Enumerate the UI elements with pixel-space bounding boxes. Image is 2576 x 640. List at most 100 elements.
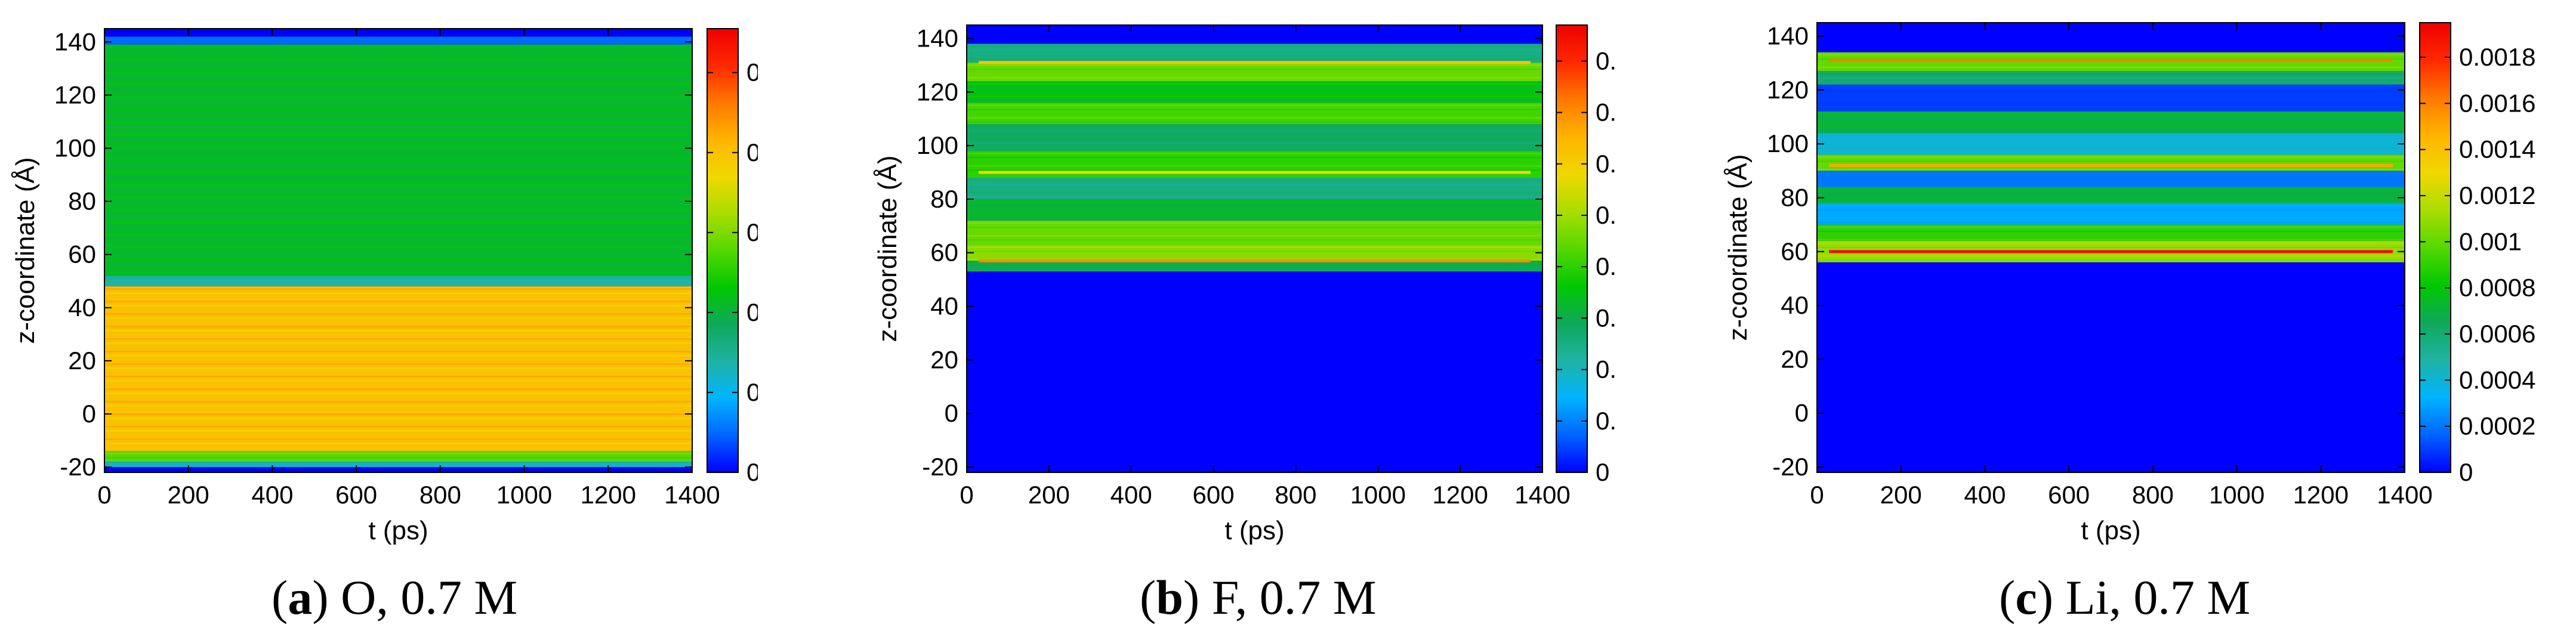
- striation-line: [104, 84, 692, 86]
- heatmap-a-svg: 0 200 400 600 800 1000 1200 1400-20020406080100…: [11, 27, 758, 545]
- striation-line: [104, 438, 692, 440]
- striation-line: [967, 76, 1542, 79]
- striation-line: [1817, 239, 2405, 241]
- striation-line: [967, 213, 1542, 215]
- striation-line: [104, 453, 692, 455]
- striation-line: [967, 239, 1542, 241]
- striation-line: [104, 463, 692, 465]
- striation-line: [104, 58, 692, 61]
- striation-line: [104, 334, 692, 336]
- striation-line: [104, 376, 692, 378]
- striation-line: [104, 175, 692, 178]
- striation-line: [104, 418, 692, 419]
- striation-line: [104, 50, 692, 52]
- striation-line: [104, 104, 692, 107]
- y-tick-label-a-0: -20: [60, 453, 96, 481]
- striation-line: [967, 126, 1542, 128]
- y-tick-label-b-0: -20: [922, 453, 958, 481]
- striation-line: [104, 367, 692, 369]
- striation-line: [104, 217, 692, 219]
- y-tick-label-b-6: 100: [917, 131, 958, 159]
- striation-line: [104, 413, 692, 415]
- panel-a: 0 200 400 600 800 1000 1200 1400 -20 0 20 40 60 80 100…: [0, 0, 758, 640]
- striation-line: [104, 167, 692, 169]
- striation-line: [967, 255, 1542, 256]
- caption-c-letter: c: [2015, 570, 2037, 624]
- striation-line: [967, 100, 1542, 101]
- x-tick-label-a-1: 200: [168, 481, 209, 509]
- x-tick-label-b-4: 800: [1275, 481, 1316, 509]
- striation-line: [104, 113, 692, 115]
- striation-line: [104, 129, 692, 132]
- striation-line: [967, 83, 1542, 85]
- density-band-a-5: [104, 451, 692, 462]
- striation-line: [967, 143, 1542, 144]
- striation-line: [104, 301, 692, 302]
- striation-line: [1817, 193, 2405, 194]
- striation-line: [104, 351, 692, 353]
- striation-line: [1817, 160, 2405, 162]
- colorbar-tick-label-c-8: 0.0016: [2459, 89, 2535, 117]
- striation-line: [104, 75, 692, 78]
- striation-line: [967, 147, 1542, 149]
- striation-line: [1817, 117, 2405, 119]
- striation-line: [104, 71, 692, 73]
- y-tick-label-b-5: 80: [930, 185, 958, 213]
- striation-line: [104, 317, 692, 319]
- striation-line: [104, 180, 692, 182]
- striation-line: [104, 230, 692, 232]
- y-tick-label-a-3: 40: [68, 293, 96, 321]
- striation-line: [1817, 259, 2405, 261]
- striation-line: [1817, 143, 2405, 145]
- striation-line: [104, 267, 692, 270]
- x-tick-label-c-6: 1200: [2293, 481, 2349, 509]
- striation-line: [104, 79, 692, 82]
- colorbar-tick-label-c-4: 0.0008: [2459, 274, 2535, 302]
- density-band-c-3: [1817, 84, 2405, 112]
- striation-line: [104, 209, 692, 211]
- striation-line: [104, 447, 692, 449]
- density-band-a-3: [104, 276, 692, 287]
- striation-line: [104, 234, 692, 236]
- striation-line: [967, 121, 1542, 123]
- striation-line: [967, 200, 1542, 203]
- striation-line: [967, 251, 1542, 252]
- y-tick-label-b-4: 60: [930, 239, 958, 267]
- striation-line: [104, 150, 692, 153]
- striation-line: [1817, 217, 2405, 219]
- plot-frame-a: [104, 28, 693, 473]
- density-band-b-5: [967, 124, 1542, 152]
- caption-c-text: Li, 0.7 M: [2065, 570, 2251, 624]
- y-tick-label-a-6: 100: [54, 134, 96, 162]
- colorbar-tick-label-c-2: 0.0004: [2459, 366, 2535, 394]
- x-tick-label-b-2: 400: [1110, 481, 1152, 509]
- striation-line: [104, 242, 692, 245]
- striation-line: [967, 91, 1542, 93]
- y-tick-label-b-1: 0: [945, 399, 958, 427]
- striation-line: [104, 188, 692, 190]
- y-tick-label-a-2: 20: [68, 347, 96, 375]
- striation-line: [967, 54, 1542, 55]
- y-tick-label-a-4: 60: [68, 240, 96, 268]
- striation-line: [104, 171, 692, 174]
- colorbar-tick-label-a-4: 0.04: [746, 138, 758, 166]
- striations-a: [104, 38, 692, 465]
- density-band-a-7: [104, 467, 692, 472]
- highlight-line-b-0: [979, 61, 1531, 64]
- x-axis-label-c: t (ps): [2081, 516, 2140, 545]
- striation-line: [104, 92, 692, 94]
- x-tick-label-a-2: 400: [251, 481, 293, 509]
- striation-line: [104, 67, 692, 69]
- striation-line: [967, 130, 1542, 132]
- striation-line: [104, 238, 692, 240]
- y-axis-label-a: z-coordinate (Å): [11, 157, 40, 344]
- striation-line: [967, 117, 1542, 119]
- caption-b-letter: b: [1156, 570, 1183, 624]
- caption-a-text: O, 0.7 M: [341, 570, 518, 624]
- striation-line: [104, 313, 692, 315]
- striation-line: [1817, 205, 2405, 207]
- colorbar-tick-label-b-4: 0.004: [1596, 252, 1617, 280]
- colorbar-tick-label-b-6: 0.006: [1596, 150, 1617, 178]
- y-tick-label-c-3: 40: [1781, 291, 1809, 319]
- colorbar-b: [1556, 24, 1588, 473]
